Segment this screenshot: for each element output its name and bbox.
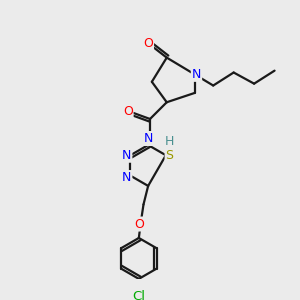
Text: N: N bbox=[122, 149, 131, 162]
Text: O: O bbox=[143, 37, 153, 50]
Text: N: N bbox=[192, 68, 201, 81]
Text: O: O bbox=[134, 218, 144, 230]
Text: O: O bbox=[123, 105, 133, 118]
Text: N: N bbox=[122, 171, 131, 184]
Text: Cl: Cl bbox=[132, 290, 145, 300]
Text: H: H bbox=[165, 135, 174, 148]
Text: N: N bbox=[143, 132, 153, 145]
Text: S: S bbox=[166, 149, 174, 162]
